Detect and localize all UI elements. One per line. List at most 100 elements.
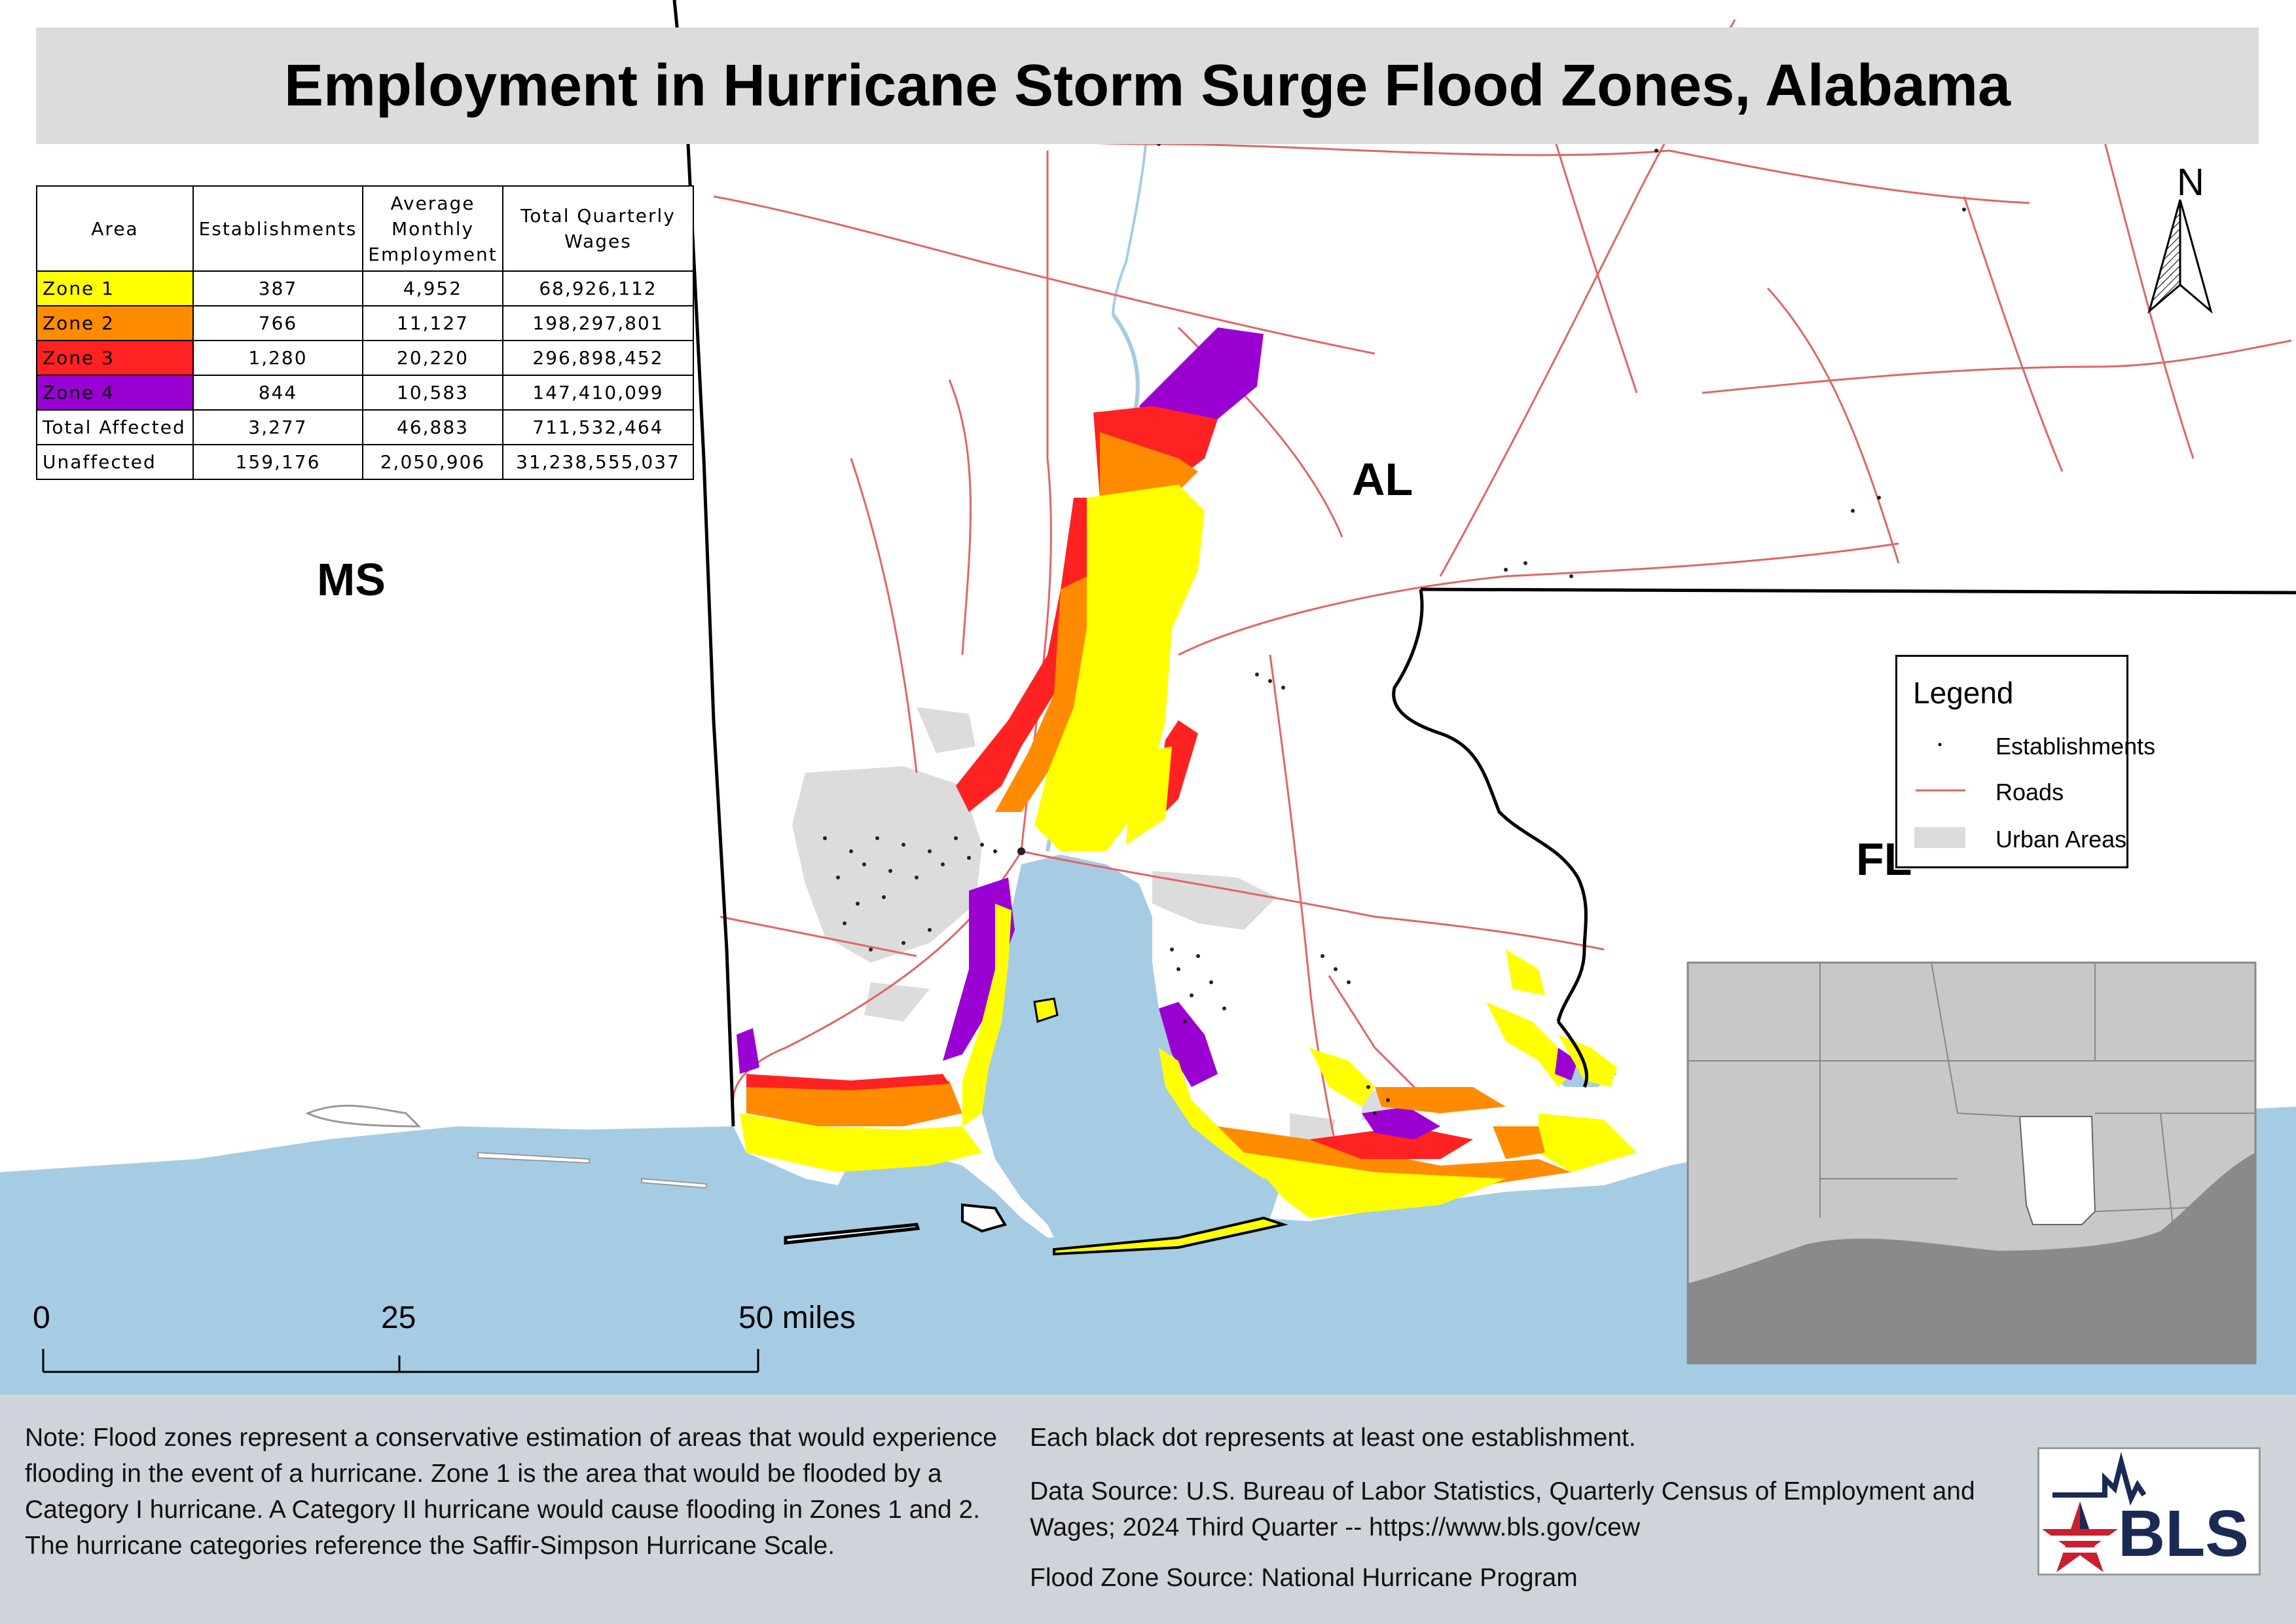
scale-bar — [42, 1349, 759, 1373]
flood-zone-1 — [1506, 950, 1545, 995]
flood-zone-4 — [1362, 1107, 1440, 1139]
barrier-island — [641, 1177, 708, 1189]
flood-zone-3 — [1309, 1126, 1473, 1159]
flood-zone-1 — [1309, 1048, 1375, 1107]
flood-zone-1 — [1033, 997, 1059, 1023]
flood-zone-1 — [1034, 485, 1205, 851]
footer-data-source: Data Source: U.S. Bureau of Labor Statis… — [1030, 1477, 1975, 1541]
cell-employment: 46,883 — [362, 409, 503, 445]
flood-zone-4 — [737, 1028, 759, 1074]
footer-dot-note: Each black dot represents at least one e… — [1030, 1424, 1636, 1452]
north-label: N — [2177, 161, 2204, 204]
footer-flood-source: Flood Zone Source: National Hurricane Pr… — [1030, 1564, 1578, 1592]
cell-establishments: 3,277 — [192, 409, 363, 445]
col-header-wages: Total Quarterly Wages — [502, 185, 694, 272]
cell-establishments: 1,280 — [192, 340, 363, 376]
flood-zone-1 — [962, 904, 1011, 1126]
footer-note: Note: Flood zones represent a conservati… — [25, 1424, 997, 1560]
cell-wages: 31,238,555,037 — [502, 444, 694, 480]
cell-establishments: 844 — [192, 375, 363, 411]
legend-item-roads: Roads — [1913, 773, 2129, 806]
dot-icon — [1938, 743, 1942, 747]
flood-zone-2 — [1375, 1087, 1506, 1113]
table-header-row: Area Establishments Average Monthly Empl… — [36, 185, 694, 272]
cell-area: Total Affected — [36, 409, 194, 445]
legend-label-establishments: Establishments — [1995, 733, 2156, 760]
barrier-island — [961, 1203, 1008, 1233]
legend-item-establishments: Establishments — [1913, 728, 2155, 760]
table-row: Zone 2 766 11,127 198,297,801 — [36, 305, 694, 341]
cell-employment: 4,952 — [362, 270, 503, 306]
state-label-ms: MS — [317, 554, 386, 605]
table-row: Zone 4 844 10,583 147,410,099 — [36, 375, 694, 411]
barrier-island — [1053, 1216, 1288, 1256]
cell-wages: 711,532,464 — [502, 409, 694, 445]
cell-area: Zone 1 — [36, 270, 194, 306]
cell-wages: 296,898,452 — [502, 340, 694, 376]
bls-logo — [2037, 1447, 2261, 1576]
scale-label-50: 50 miles — [738, 1301, 856, 1335]
north-arrow-icon — [2147, 199, 2213, 314]
col-header-area: Area — [36, 185, 194, 272]
flood-zone-2 — [995, 576, 1087, 812]
col-header-employment: Average Monthly Employment — [362, 185, 503, 272]
inset-locator-map — [1686, 961, 2257, 1365]
legend-label-urban-areas: Urban Areas — [1995, 826, 2127, 853]
flood-zone-1 — [740, 1113, 982, 1172]
cell-wages: 68,926,112 — [502, 270, 694, 306]
scale-label-0: 0 — [33, 1301, 50, 1335]
road-network — [713, 19, 2292, 1179]
mobile-bay-water — [982, 855, 1283, 1251]
title-bar: Employment in Hurricane Storm Surge Floo… — [36, 28, 2259, 144]
inset-alabama-highlight — [2018, 1116, 2096, 1225]
urban-area-swatch — [1914, 827, 1965, 848]
bls-star-icon — [2042, 1452, 2147, 1572]
flood-zones — [737, 327, 1637, 1218]
flood-zone-4 — [1555, 1048, 1578, 1080]
barrier-island — [305, 1105, 422, 1128]
cell-area: Zone 3 — [36, 340, 194, 376]
flood-zone-3 — [746, 1074, 949, 1090]
legend-label-roads: Roads — [1995, 779, 2064, 805]
scale-label-25: 25 — [381, 1301, 416, 1335]
cell-establishments: 387 — [192, 270, 363, 306]
cell-employment: 20,220 — [362, 340, 503, 376]
col-header-establishments: Establishments — [192, 185, 363, 272]
cell-employment: 10,583 — [362, 375, 503, 411]
legend-item-urban-areas: Urban Areas — [1913, 821, 2129, 853]
flood-zone-2 — [746, 1080, 962, 1126]
footer-panel — [0, 1395, 2296, 1624]
employment-table: Area Establishments Average Monthly Empl… — [36, 185, 694, 480]
legend-title: Legend — [1913, 676, 2014, 710]
table-row: Zone 1 387 4,952 68,926,112 — [36, 270, 694, 306]
barrier-island — [784, 1223, 920, 1245]
cell-area: Zone 4 — [36, 375, 194, 411]
flood-zone-1 — [1558, 1035, 1617, 1087]
cell-employment: 2,050,906 — [362, 444, 503, 480]
table-row: Total Affected 3,277 46,883 711,532,464 — [36, 409, 694, 445]
map-legend: Legend Establishments Roads Urban Areas — [1895, 655, 2155, 868]
flood-zone-1 — [1539, 1113, 1637, 1172]
road-line-icon — [1916, 789, 1965, 792]
inset-gulf-water — [1688, 1153, 2255, 1363]
flood-zone-1 — [1486, 1002, 1571, 1087]
table-row: Unaffected 159,176 2,050,906 31,238,555,037 — [36, 444, 694, 480]
cell-area: Zone 2 — [36, 305, 194, 341]
flood-zone-3 — [956, 498, 1100, 812]
cell-establishments: 766 — [192, 305, 363, 341]
cell-area: Unaffected — [36, 444, 194, 480]
bls-logo-text: BLS — [2118, 1497, 2249, 1570]
flood-zone-1 — [1244, 1153, 1506, 1218]
map-title: Employment in Hurricane Storm Surge Floo… — [283, 52, 2011, 119]
barrier-island — [477, 1151, 590, 1164]
table-row: Zone 3 1,280 20,220 296,898,452 — [36, 340, 694, 376]
flood-zone-4 — [1159, 1002, 1218, 1087]
flood-zone-1 — [1126, 747, 1172, 845]
flood-zone-4 — [1139, 327, 1264, 432]
flood-zone-2 — [1493, 1126, 1545, 1159]
establishment-dots — [823, 142, 1966, 1115]
cell-wages: 147,410,099 — [502, 375, 694, 411]
cell-establishments: 159,176 — [192, 444, 363, 480]
state-label-al: AL — [1352, 454, 1413, 505]
cell-wages: 198,297,801 — [502, 305, 694, 341]
